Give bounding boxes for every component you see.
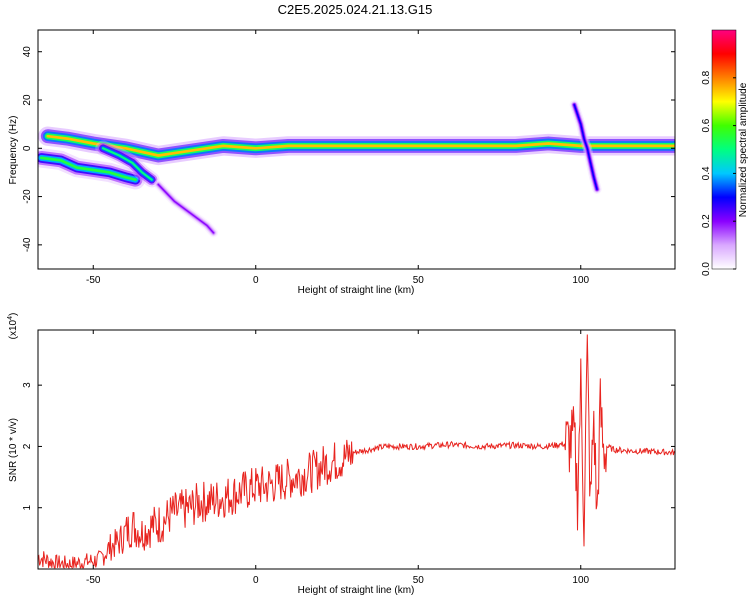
snr-x-tick-label: -50: [86, 575, 101, 586]
spectrogram-y-tick-label: 40: [22, 46, 33, 58]
snr-x-axis-label: Height of straight line (km): [298, 585, 415, 596]
spectrogram-y-tick-label: -40: [22, 237, 33, 252]
colorbar-tick-label: 0.2: [701, 214, 712, 228]
spectrogram-x-tick-label: 100: [572, 275, 589, 286]
colorbar-frame: [711, 29, 737, 270]
snr-y-tick-label: 2: [22, 443, 33, 449]
spectrogram-ridge-1-layer-4: [39, 156, 137, 182]
colorbar-gradient: [712, 30, 736, 269]
colorbar: 0.0 0.2 0.4 0.6 0.8 Normalized spectral ampl…: [701, 29, 749, 276]
snr-plot-area: [38, 330, 675, 569]
colorbar-ticks: 0.0 0.2 0.4 0.6 0.8: [701, 70, 736, 276]
snr-series-line: [38, 334, 675, 569]
spectrogram-frame: [37, 29, 676, 270]
snr-x-tick-label: 100: [572, 575, 589, 586]
snr-y-tick-label: 3: [22, 382, 33, 388]
snr-y-ticks: 1 2 3: [22, 382, 675, 510]
spectrogram-ridge-4-layer-4: [573, 104, 598, 190]
snr-panel: -50 0 50 100 1 2 3 Height of straight line (k…: [7, 313, 676, 596]
spectrogram-ridge-2-layer-4: [101, 147, 153, 181]
snr-y-multiplier: (x104): [7, 313, 19, 340]
spectrogram-ridges: [38, 100, 675, 238]
snr-x-ticks: -50 0 50 100: [86, 330, 590, 586]
spectrogram-ridge-0-layer-4: [46, 134, 675, 157]
colorbar-tick-label: 0.0: [701, 262, 712, 276]
spectrogram-ridge-3-layer-4: [157, 183, 215, 234]
snr-y-tick-label: 1: [22, 504, 33, 510]
spectrogram-x-tick-label: 0: [253, 275, 259, 286]
spectrogram-y-tick-label: 0: [22, 145, 33, 151]
snr-x-tick-label: 0: [253, 575, 259, 586]
spectrogram-x-tick-label: -50: [86, 275, 101, 286]
snr-x-tick-label: 50: [413, 575, 425, 586]
spectrogram-x-ticks: -50 0 50 100: [86, 30, 590, 286]
spectrogram-y-tick-label: -20: [22, 189, 33, 204]
colorbar-tick-label: 0.8: [701, 70, 712, 84]
spectrogram-panel: -50 0 50 100 -40 -20 0 20 40 Height of straight…: [8, 29, 676, 296]
colorbar-tick-label: 0.4: [701, 166, 712, 180]
spectrogram-y-axis-label: Frequency (Hz): [8, 116, 19, 185]
snr-y-axis-label: SNR (10 * v/v): [8, 418, 19, 482]
spectrogram-y-ticks: -40 -20 0 20 40: [22, 46, 675, 252]
spectrogram-x-axis-label: Height of straight line (km): [298, 285, 415, 296]
colorbar-tick-label: 0.6: [701, 118, 712, 132]
spectrogram-x-tick-label: 50: [413, 275, 425, 286]
spectrogram-y-tick-label: 20: [22, 94, 33, 106]
figure-title: C2E5.2025.024.21.13.G15: [277, 2, 433, 17]
snr-frame: [37, 329, 676, 570]
colorbar-label: Normalized spectral amplitude: [738, 82, 749, 217]
